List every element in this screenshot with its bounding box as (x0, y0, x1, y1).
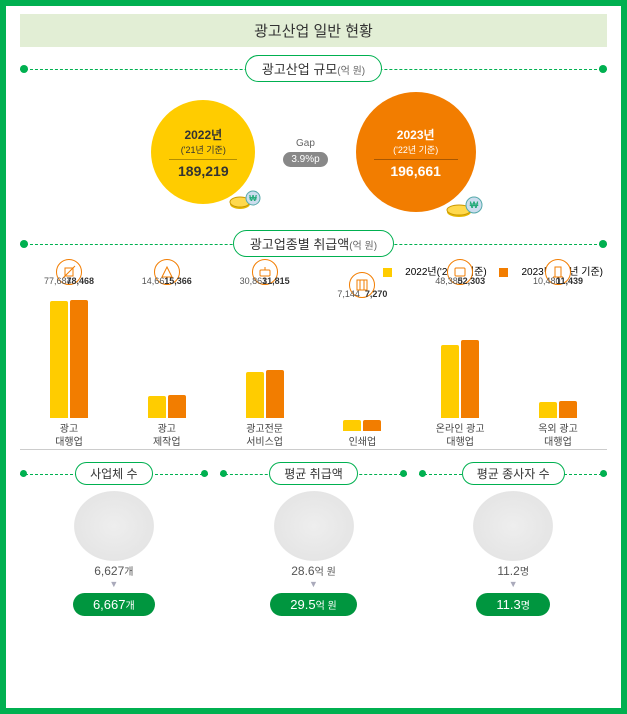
circle-2022-value: 189,219 (169, 159, 237, 179)
bar-2022 (441, 345, 459, 418)
bar-group: 48,38852,303 온라인 광고대행업 (415, 259, 505, 449)
metric-curr-value: 29.5억 원 (270, 593, 357, 616)
metric-blob (274, 491, 354, 561)
bar-value-2023: 7,270 (365, 289, 388, 299)
metric-label: 평균 종사자 수 (462, 462, 565, 485)
bar-2023 (363, 420, 381, 431)
section2-unit: (억 원) (349, 241, 377, 252)
section1-unit: (억 원) (337, 66, 365, 77)
section1-pill: 광고산업 규모(억 원) (245, 55, 382, 82)
down-arrow-icon: ▼ (20, 580, 208, 589)
circle-2023-basis: ('22년 기준) (356, 143, 476, 156)
category-label: 광고대행업 (55, 424, 83, 449)
bar-group: 14,66115,366 광고제작업 (122, 259, 212, 449)
bar-value-2023: 52,303 (458, 276, 486, 286)
category-label: 인쇄업 (349, 437, 377, 450)
metric-prev-value: 6,627개 (20, 563, 208, 578)
bar-2022 (343, 420, 361, 431)
coins-icon: ₩ (229, 186, 263, 210)
bar-pair: 7,1447,270 (343, 301, 381, 431)
coins-icon: ₩ (446, 192, 484, 218)
bar-2023 (461, 340, 479, 418)
metric-head: 평균 종사자 수 (419, 462, 607, 485)
circle-2023-year: 2023년 (356, 126, 476, 143)
bar-2023 (168, 395, 186, 418)
scale-circles: 2022년 ('21년 기준) 189,219 ₩ Gap 3.9%p 2023… (20, 92, 607, 212)
bar-group: 7,1447,270인쇄업 (317, 272, 407, 450)
bar-value-2023: 78,468 (66, 276, 94, 286)
bar-pair: 77,68478,468 (50, 288, 88, 418)
circle-2022-basis: ('21년 기준) (151, 143, 255, 156)
bar-value-2023: 31,815 (262, 276, 290, 286)
bar-2022 (246, 372, 264, 418)
bar-group: 77,68478,468 광고대행업 (24, 259, 114, 449)
circle-2023-value: 196,661 (374, 159, 458, 179)
dot-decor (599, 240, 607, 248)
bar-value-2023: 15,366 (164, 276, 192, 286)
metric-blob (473, 491, 553, 561)
dot-decor (20, 470, 27, 477)
circle-2023: 2023년 ('22년 기준) 196,661 ₩ (356, 92, 476, 212)
bar-pair: 10,48011,439 (539, 288, 577, 418)
bar-pair: 30,86131,815 (246, 288, 284, 418)
bar-2022 (148, 396, 166, 418)
metric-head: 사업체 수 (20, 462, 208, 485)
gap-indicator: Gap 3.9%p (283, 138, 327, 167)
circle-2022-year: 2022년 (151, 126, 255, 143)
section1-heading: 광고산업 규모 (262, 62, 337, 77)
page-title: 광고산업 일반 현황 (20, 14, 607, 47)
bar-2023 (559, 401, 577, 418)
dot-decor (419, 470, 426, 477)
metric-head: 평균 취급액 (220, 462, 408, 485)
category-label: 온라인 광고대행업 (436, 424, 485, 449)
metric-curr-value: 6,667개 (73, 593, 155, 616)
dot-decor (600, 470, 607, 477)
category-label: 옥외 광고대행업 (538, 424, 578, 449)
down-arrow-icon: ▼ (220, 580, 408, 589)
bar-pair: 14,66115,366 (148, 288, 186, 418)
section2-head: 광고업종별 취급액(억 원) (20, 230, 607, 257)
dot-decor (220, 470, 227, 477)
dot-decor (20, 65, 28, 73)
metric-card: 평균 종사자 수 11.2명 ▼ 11.3명 (419, 462, 607, 616)
summary-metrics: 사업체 수6,627개▼6,667개평균 취급액28.6억 원▼29.5억 원평… (20, 462, 607, 616)
bar-group: 30,86131,815 광고전문서비스업 (220, 259, 310, 449)
section2-pill: 광고업종별 취급액(억 원) (233, 230, 394, 257)
dot-decor (400, 470, 407, 477)
bar-2023 (266, 370, 284, 418)
category-label: 광고전문서비스업 (246, 424, 283, 449)
bar-2022 (50, 301, 68, 418)
gap-label: Gap (283, 138, 327, 149)
svg-text:₩: ₩ (469, 200, 478, 210)
gap-value: 3.9%p (283, 152, 327, 167)
bar-chart: 77,68478,468 광고대행업 14,66115,366 광고제작업 30,861… (20, 280, 607, 450)
bar-group: 10,48011,439 옥외 광고대행업 (513, 259, 603, 449)
metric-curr-value: 11.3명 (476, 593, 550, 616)
infographic-container: 광고산업 일반 현황 광고산업 규모(억 원) 2022년 ('21년 기준) … (0, 0, 627, 714)
dot-decor (20, 240, 28, 248)
bar-2023 (70, 300, 88, 418)
circle-2022: 2022년 ('21년 기준) 189,219 ₩ (151, 100, 255, 204)
down-arrow-icon: ▼ (419, 580, 607, 589)
bar-value-2022: 7,144 (337, 289, 360, 299)
category-label: 광고제작업 (153, 424, 181, 449)
dot-decor (201, 470, 208, 477)
metric-label: 사업체 수 (75, 462, 153, 485)
metric-card: 평균 취급액 28.6억 원 ▼ 29.5억 원 (220, 462, 408, 616)
metric-label: 평균 취급액 (269, 462, 358, 485)
metric-blob (74, 491, 154, 561)
dot-decor (599, 65, 607, 73)
section1-head: 광고산업 규모(억 원) (20, 55, 607, 82)
bar-2022 (539, 402, 557, 418)
svg-text:₩: ₩ (250, 194, 258, 203)
bar-value-2023: 11,439 (556, 276, 583, 286)
section2-heading: 광고업종별 취급액 (250, 237, 349, 252)
bar-pair: 48,38852,303 (441, 288, 479, 418)
metric-card: 사업체 수 6,627개 ▼ 6,667개 (20, 462, 208, 616)
metric-prev-value: 28.6억 원 (220, 563, 408, 578)
metric-prev-value: 11.2명 (419, 563, 607, 578)
